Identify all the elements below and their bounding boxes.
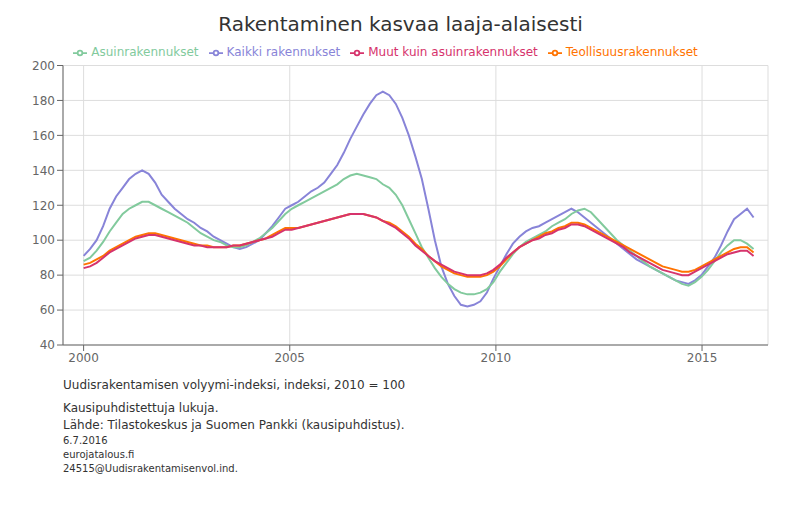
svg-text:60: 60 bbox=[40, 303, 55, 317]
svg-text:2005: 2005 bbox=[274, 351, 305, 365]
svg-text:2015: 2015 bbox=[687, 351, 718, 365]
html-text:Asuinrakennukset: Asuinrakennukset bbox=[91, 45, 199, 59]
svg-text:100: 100 bbox=[32, 233, 55, 247]
svg-text:2010: 2010 bbox=[481, 351, 512, 365]
svg-text:80: 80 bbox=[40, 268, 55, 282]
html-text:Uudisrakentamisen volyymi-inde: Uudisrakentamisen volyymi-indeksi, indek… bbox=[63, 378, 406, 392]
svg-text:40: 40 bbox=[40, 338, 55, 352]
html-text:Lähde: Tilastokeskus ja Suomen: Lähde: Tilastokeskus ja Suomen Pankki (k… bbox=[63, 418, 405, 432]
html-text:Rakentaminen kasvaa laaja-alai: Rakentaminen kasvaa laaja-alaisesti bbox=[218, 12, 583, 36]
svg-text:180: 180 bbox=[32, 94, 55, 108]
html-text:6.7.2016: 6.7.2016 bbox=[63, 435, 108, 446]
html-text:Muut kuin asuinrakennukset: Muut kuin asuinrakennukset bbox=[368, 45, 538, 59]
svg-text:120: 120 bbox=[32, 199, 55, 213]
svg-text:160: 160 bbox=[32, 129, 55, 143]
svg-text:200: 200 bbox=[32, 59, 55, 73]
html-text:eurojatalous.fi: eurojatalous.fi bbox=[63, 449, 135, 460]
html-text:Teollisuusrakennukset: Teollisuusrakennukset bbox=[565, 45, 698, 59]
html-text:Kausipuhdistettuja lukuja.: Kausipuhdistettuja lukuja. bbox=[63, 401, 219, 415]
html-text:24515@Uudisrakentamisenvol.ind: 24515@Uudisrakentamisenvol.ind. bbox=[63, 463, 238, 474]
svg-text:140: 140 bbox=[32, 164, 55, 178]
html-text:Kaikki rakennukset: Kaikki rakennukset bbox=[226, 45, 341, 59]
svg-text:2000: 2000 bbox=[68, 351, 99, 365]
